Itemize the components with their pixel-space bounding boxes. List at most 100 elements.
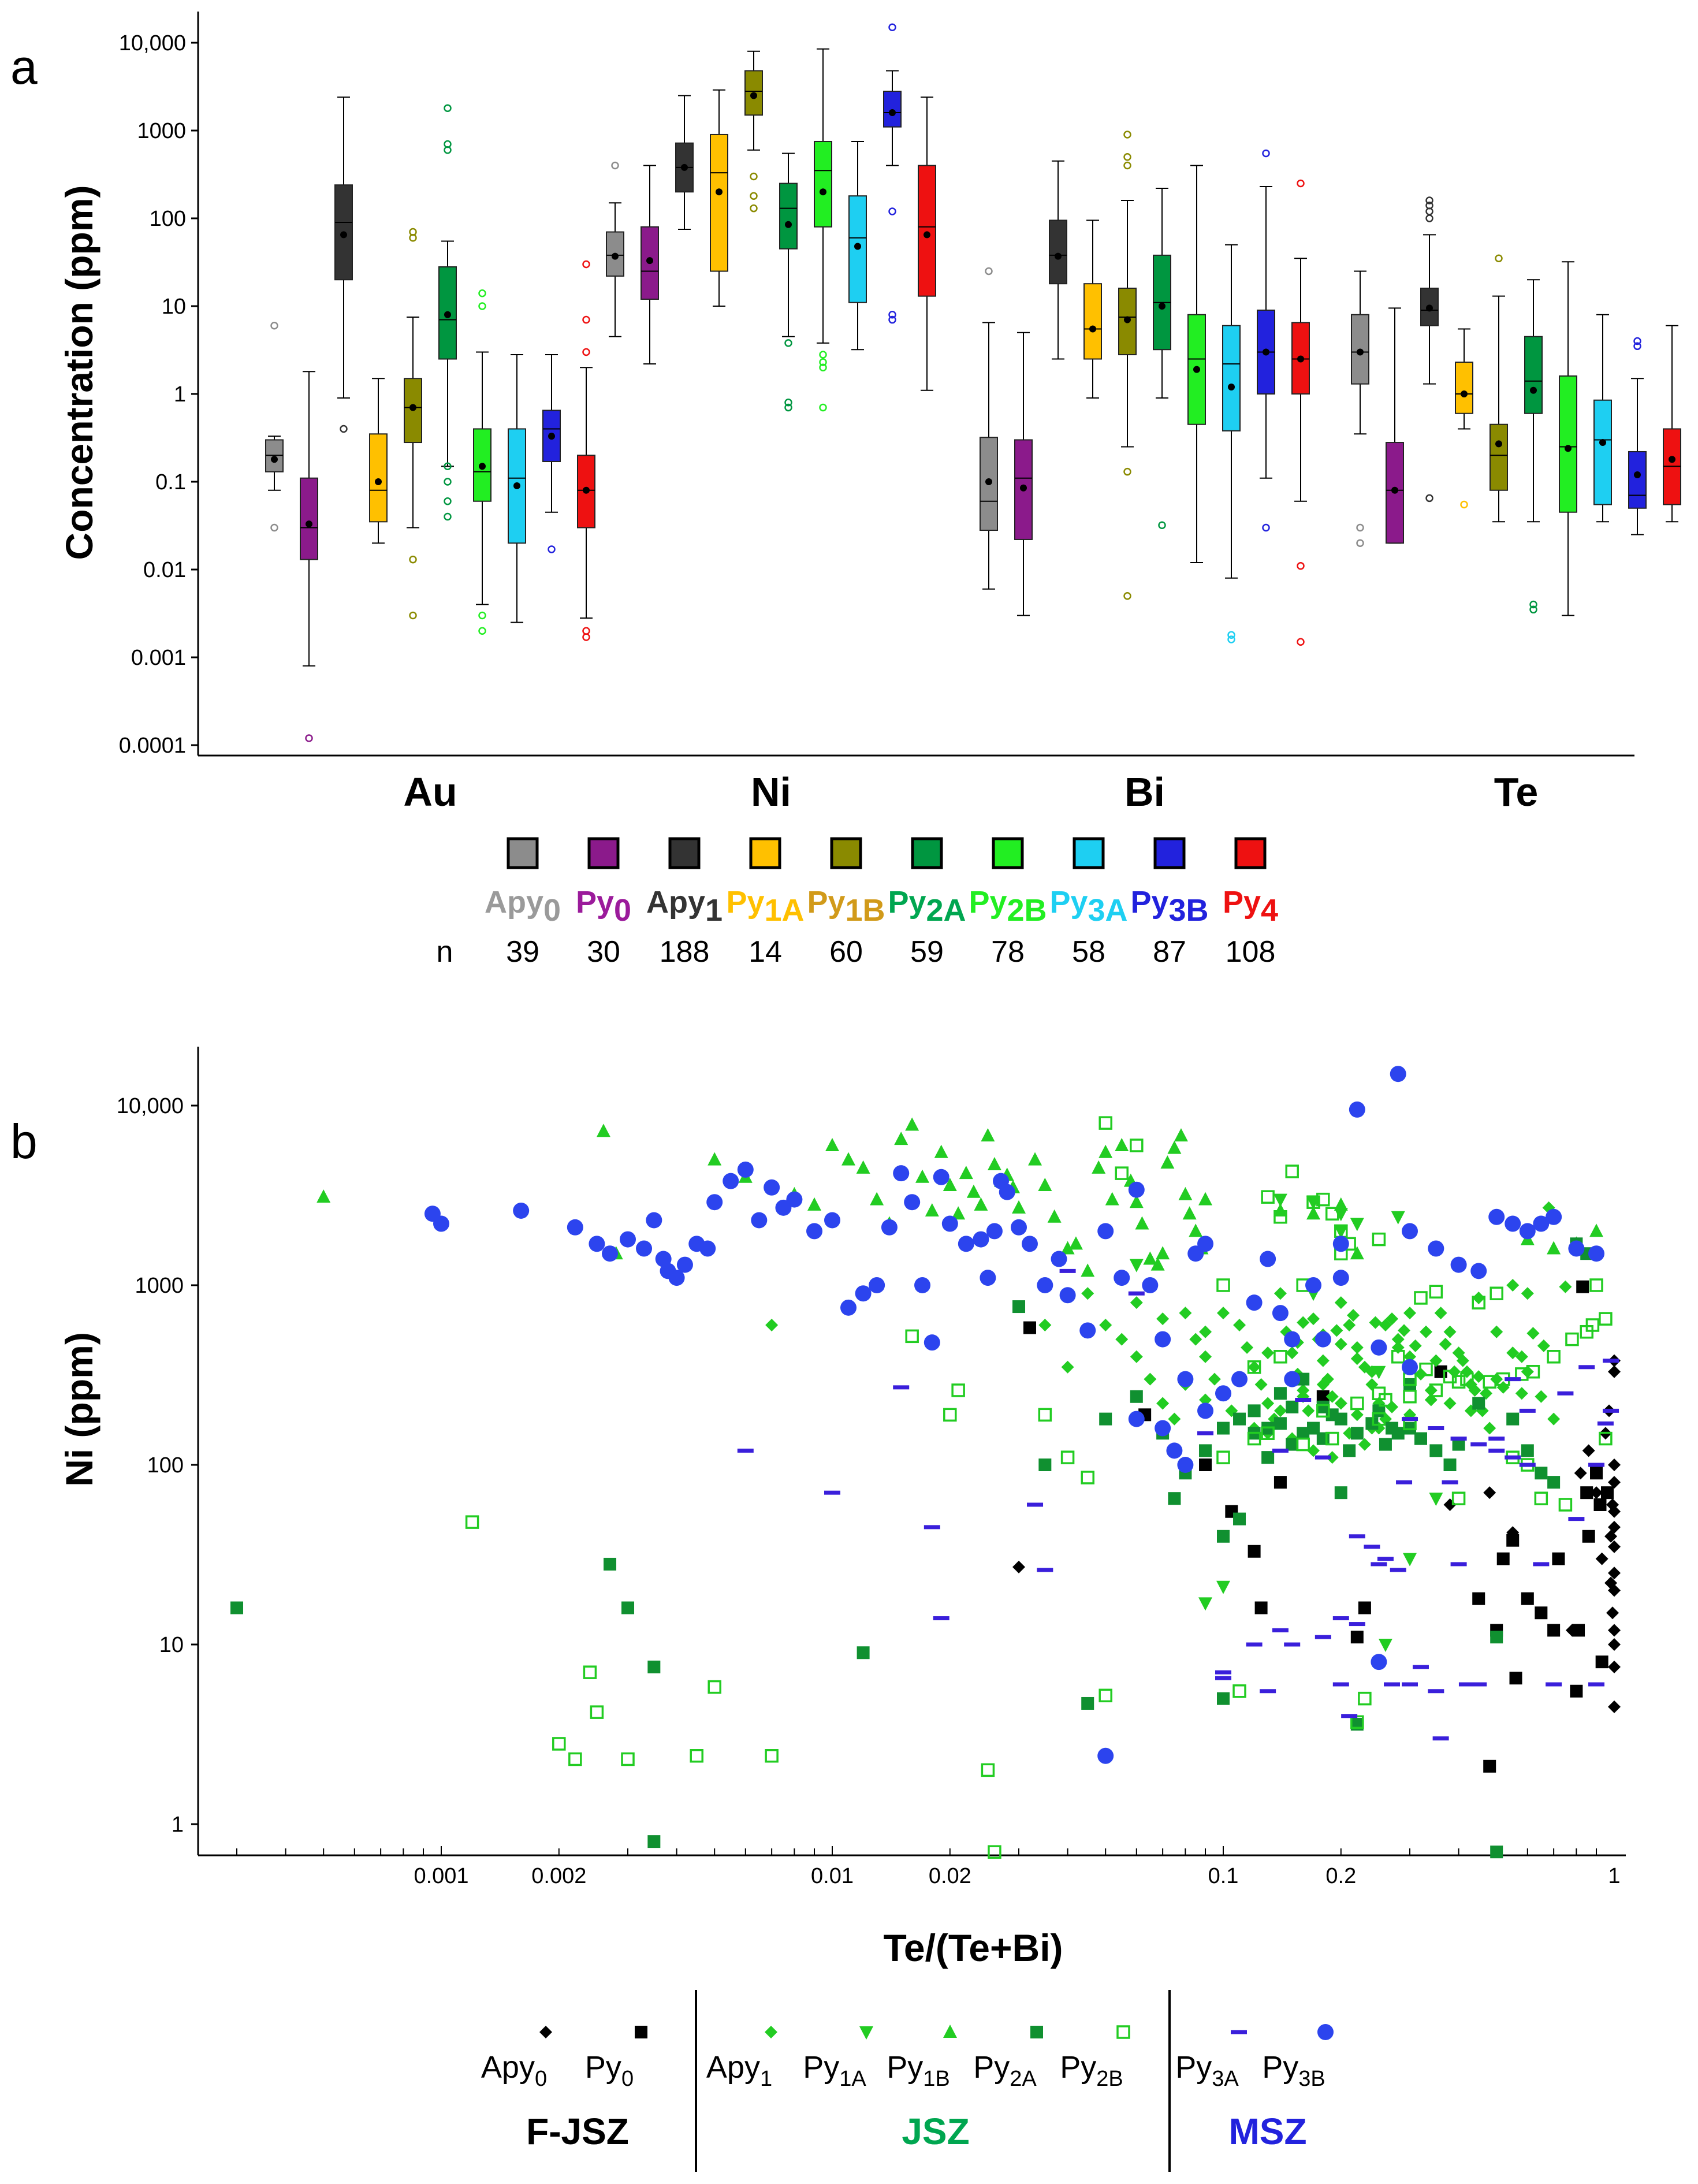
box-mean [750, 92, 757, 99]
legend-swatch [668, 837, 701, 869]
box-outlier [409, 228, 417, 236]
box-ni-2 [675, 95, 694, 230]
point-apy1 [1515, 1350, 1528, 1363]
point-py1a [1334, 1225, 1348, 1239]
box-te-1 [1386, 307, 1404, 544]
point-py1b [1135, 1216, 1149, 1230]
legend-label-sub: 0 [543, 893, 561, 928]
legend-label-sub: 4 [1261, 893, 1278, 928]
legend-n: 108 [1226, 935, 1276, 969]
legend-b-marker-py0 [635, 2026, 647, 2038]
box-ni-7 [848, 140, 867, 351]
box-au-6 [473, 289, 491, 635]
point-py1b [1178, 1186, 1193, 1200]
point-apy1 [1439, 1337, 1452, 1350]
point-py2b [1216, 1450, 1230, 1464]
point-py2b [1316, 1404, 1330, 1418]
point-py2b [1261, 1190, 1275, 1204]
legend-b-label-apy1-base: Apy [706, 2050, 760, 2085]
point-py3b [1177, 1457, 1194, 1473]
box-mean [583, 486, 590, 494]
box-outlier [1425, 202, 1433, 210]
box-outlier [819, 351, 827, 359]
point-py3a [1390, 1568, 1406, 1572]
point-py1b [1167, 1140, 1182, 1154]
point-py2a [230, 1601, 244, 1614]
point-py2a [1261, 1451, 1275, 1464]
box-iqr [1455, 362, 1473, 414]
point-py3a [1588, 1463, 1605, 1467]
point-py3a [1450, 1437, 1467, 1441]
point-apy0 [1608, 1365, 1621, 1378]
point-py3b [986, 1223, 1003, 1240]
box-mean [375, 478, 382, 485]
box-mean [612, 252, 619, 260]
point-apy1 [1144, 1372, 1157, 1386]
point-py2b [981, 1763, 995, 1777]
point-py1b [1160, 1155, 1175, 1169]
point-py3a [1546, 1682, 1562, 1687]
point-py1a [1273, 1193, 1287, 1207]
box-bi-2 [1049, 160, 1067, 360]
point-apy1 [1330, 1324, 1343, 1337]
point-py0 [1316, 1390, 1330, 1403]
point-py2b [1379, 1393, 1392, 1407]
point-py0 [1254, 1601, 1268, 1614]
panel-b-x-axis-title: Te/(Te+Bi) [883, 1926, 1063, 1969]
point-py1b [966, 1184, 981, 1198]
point-py2b [1350, 1396, 1364, 1411]
box-outlier [750, 192, 758, 200]
point-py1b [708, 1152, 722, 1166]
point-apy0 [1608, 1459, 1621, 1471]
box-bi-5 [1153, 187, 1171, 529]
point-py2b [1081, 1471, 1094, 1484]
box-au-2 [334, 96, 353, 433]
point-py1b [959, 1166, 973, 1180]
box-outlier [985, 267, 993, 276]
legend-b-label-apy0-base: Apy [481, 2050, 535, 2085]
point-apy1 [1286, 1346, 1299, 1360]
box-outlier [478, 627, 486, 635]
point-py2a [1535, 1467, 1548, 1480]
legend-b-label-py3a: Py3A [1175, 2050, 1239, 2091]
panel-a-y-axis-title: Concentration (ppm) [58, 185, 100, 560]
point-py1b [1156, 1246, 1170, 1260]
legend-label: Apy1 [646, 885, 723, 928]
point-py3b [999, 1184, 1015, 1200]
point-py3a [1215, 1670, 1231, 1675]
box-outlier [444, 140, 452, 148]
panel-b-scatter: b Ni (ppm) Te/(Te+Bi) 110100100010,0000.… [10, 1047, 1626, 2172]
panel-b-y-tick-label: 1000 [135, 1274, 184, 1298]
point-py1b [856, 1160, 870, 1174]
box-outlier [582, 627, 590, 635]
panel-b-x-tick-label: 0.001 [414, 1864, 468, 1888]
point-py0 [1582, 1530, 1595, 1543]
point-py2b [1115, 1166, 1129, 1180]
point-py3b [941, 1215, 958, 1232]
legend-swatch [911, 837, 943, 869]
point-py1b [974, 1197, 988, 1211]
point-apy0 [1606, 1606, 1619, 1620]
point-py3a [1377, 1557, 1394, 1561]
box-outlier [1356, 539, 1364, 547]
point-apy0 [1483, 1486, 1496, 1500]
box-outlier [888, 207, 896, 215]
panel-b-y-tick-label: 10,000 [117, 1094, 184, 1118]
box-outlier [409, 611, 417, 620]
point-py2a [1081, 1696, 1094, 1710]
point-py2b [905, 1329, 919, 1344]
point-py3a [1396, 1480, 1413, 1484]
box-mean [340, 231, 347, 239]
panel-a-y-tick-label: 0.0001 [119, 734, 186, 758]
point-py0 [1472, 1592, 1485, 1605]
legend-label-sub: 1B [846, 893, 885, 928]
point-py3b [824, 1212, 840, 1229]
box-outlier [1123, 161, 1131, 170]
point-apy1 [1490, 1325, 1503, 1338]
panel-a-y-tick-label: 10 [162, 295, 186, 319]
point-py2a [1379, 1438, 1392, 1451]
point-apy1 [1365, 1378, 1379, 1391]
point-py3b [1177, 1371, 1194, 1387]
point-py3b [636, 1240, 653, 1257]
point-py2a [1403, 1422, 1417, 1435]
